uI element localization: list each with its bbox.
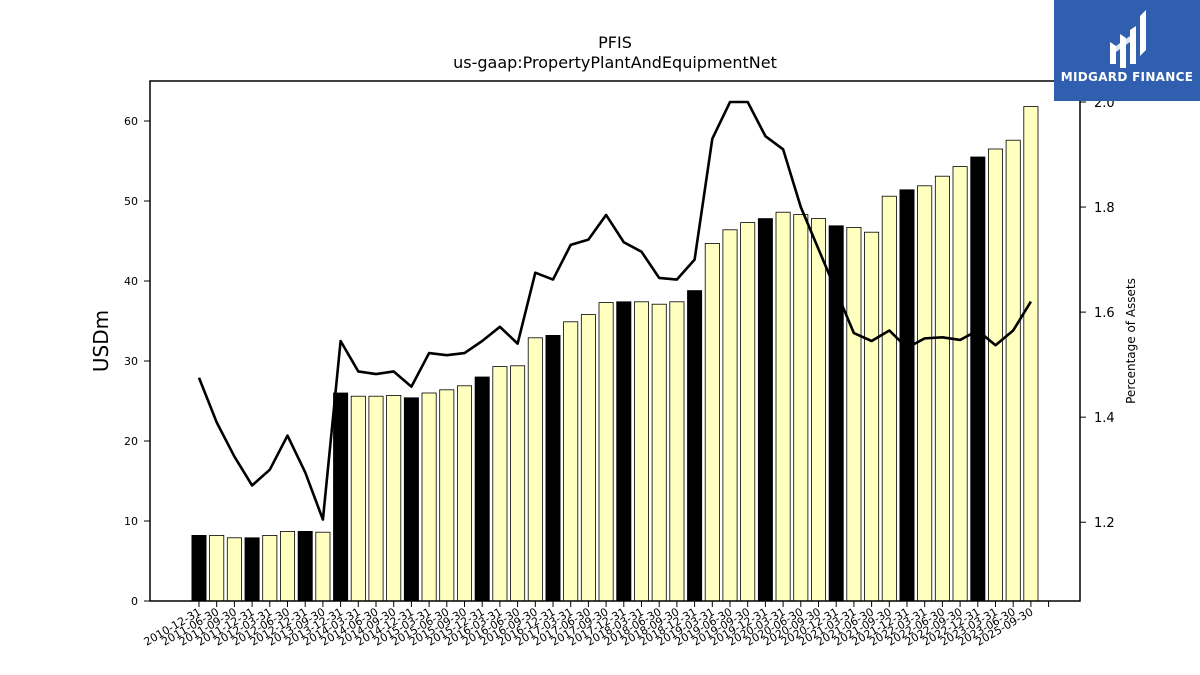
bar-2022-03-31 bbox=[934, 175, 950, 602]
midgard-logo-icon bbox=[1110, 10, 1146, 68]
bar-2011-03-31 bbox=[209, 535, 225, 602]
bar-2019-12-31 bbox=[775, 211, 791, 602]
bar-2023-06-30 bbox=[1023, 106, 1039, 602]
brand-name: MIDGARD FINANCE bbox=[1060, 70, 1194, 84]
chart-subtitle: us-gaap:PropertyPlantAndEquipmentNet bbox=[453, 53, 777, 72]
y-tick-label: 30 bbox=[124, 355, 138, 368]
chart-title: PFIS bbox=[598, 33, 632, 52]
bar-2011-09-30 bbox=[244, 537, 260, 602]
bar-2010-12-31 bbox=[191, 535, 207, 602]
bar-2013-12-31 bbox=[350, 395, 366, 602]
bar-2022-06-30 bbox=[952, 166, 968, 602]
bar-2015-06-30 bbox=[456, 385, 472, 602]
bar-2016-06-30 bbox=[527, 337, 543, 602]
bar-2018-09-30 bbox=[687, 290, 703, 602]
y2-tick-label: 1.6 bbox=[1094, 306, 1115, 321]
y-tick-label: 50 bbox=[124, 195, 138, 208]
plot-frame bbox=[149, 80, 1081, 602]
bar-2013-09-30 bbox=[333, 392, 349, 602]
y2-axis-label: Percentage of Assets bbox=[1124, 278, 1138, 404]
bar-2012-06-30 bbox=[297, 531, 313, 602]
bar-2022-12-31 bbox=[988, 148, 1004, 602]
bar-2018-03-31 bbox=[651, 303, 667, 602]
bar-2021-06-30 bbox=[881, 195, 897, 602]
y-tick-label: 20 bbox=[124, 435, 138, 448]
y-tick-label: 60 bbox=[124, 115, 138, 128]
y-axis-label: USDm bbox=[89, 310, 113, 372]
bar-2019-03-31 bbox=[722, 229, 738, 602]
bar-2020-06-30 bbox=[811, 218, 827, 602]
brand-logo: MIDGARD FINANCE bbox=[1054, 0, 1200, 101]
bar-2020-03-31 bbox=[793, 214, 809, 602]
bar-2012-03-31 bbox=[279, 531, 295, 602]
bar-2016-09-30 bbox=[545, 334, 561, 602]
bar-2021-09-30 bbox=[899, 189, 915, 602]
y2-tick-label: 1.2 bbox=[1094, 516, 1115, 531]
bar-2018-12-31 bbox=[704, 242, 720, 602]
bar-2018-06-30 bbox=[669, 301, 685, 602]
bar-2017-06-30 bbox=[598, 302, 614, 602]
bar-2011-06-30 bbox=[226, 537, 242, 602]
bar-2015-09-30 bbox=[474, 376, 490, 602]
bar-2014-06-30 bbox=[386, 394, 402, 602]
bar-2015-12-31 bbox=[492, 366, 508, 602]
y-tick-label: 40 bbox=[124, 275, 138, 288]
bar-2021-03-31 bbox=[864, 231, 880, 602]
y2-tick-label: 1.8 bbox=[1094, 201, 1115, 216]
bar-2016-03-31 bbox=[510, 365, 526, 602]
percentage-of-assets-line bbox=[197, 100, 1033, 521]
y2-tick-label: 1.4 bbox=[1094, 411, 1115, 426]
bar-2017-09-30 bbox=[616, 301, 632, 602]
bar-2011-12-31 bbox=[262, 535, 278, 602]
bar-2017-12-31 bbox=[634, 301, 650, 602]
bar-2021-12-31 bbox=[917, 185, 933, 602]
y-tick-label: 10 bbox=[124, 515, 138, 528]
bar-2014-09-30 bbox=[403, 397, 419, 602]
bar-2017-03-31 bbox=[580, 314, 596, 602]
bar-2016-12-31 bbox=[563, 321, 579, 602]
bar-2012-09-30 bbox=[315, 531, 331, 602]
bar-2023-03-31 bbox=[1005, 139, 1021, 602]
bar-2020-12-31 bbox=[846, 226, 862, 602]
bar-2022-09-30 bbox=[970, 156, 986, 602]
bar-2015-03-31 bbox=[439, 389, 455, 602]
bar-2014-03-31 bbox=[368, 395, 384, 602]
y-tick-label: 0 bbox=[131, 595, 138, 608]
bar-2019-09-30 bbox=[757, 218, 773, 602]
bar-2014-12-31 bbox=[421, 392, 437, 602]
bar-2019-06-30 bbox=[740, 222, 756, 602]
